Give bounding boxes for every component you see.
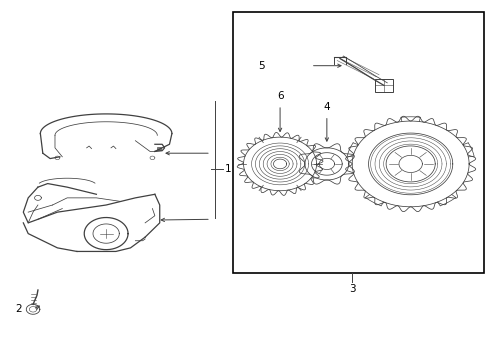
Bar — [157, 147, 161, 150]
Bar — [233, 12, 484, 273]
Text: 6: 6 — [277, 91, 283, 102]
Text: 3: 3 — [349, 284, 356, 294]
Text: 5: 5 — [259, 61, 265, 71]
Text: 2: 2 — [15, 304, 22, 314]
Bar — [375, 79, 392, 92]
Text: 1: 1 — [224, 164, 231, 174]
Text: 4: 4 — [323, 102, 330, 112]
